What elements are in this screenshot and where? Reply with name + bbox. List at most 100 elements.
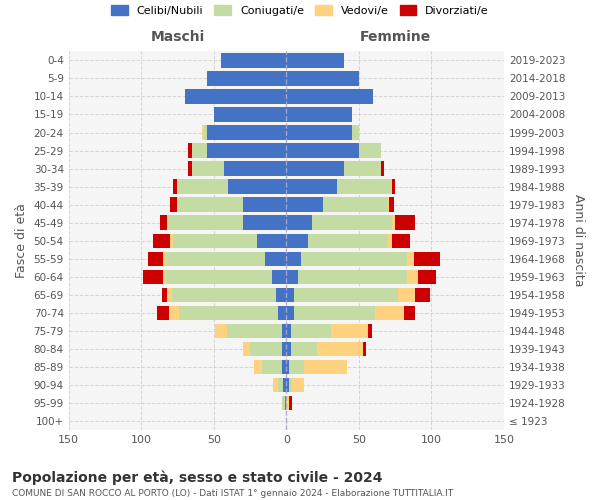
Bar — [161, 288, 167, 302]
Bar — [286, 324, 290, 338]
Bar — [286, 144, 359, 158]
Bar — [160, 216, 167, 230]
Bar — [178, 198, 243, 212]
Bar — [313, 216, 392, 230]
Bar — [414, 252, 440, 266]
Bar — [250, 342, 282, 356]
Bar — [228, 180, 286, 194]
Bar — [202, 126, 203, 140]
Bar — [173, 234, 257, 248]
Bar — [206, 144, 286, 158]
Bar — [167, 216, 243, 230]
Bar — [404, 306, 415, 320]
Bar — [282, 360, 286, 374]
Bar — [286, 270, 298, 284]
Bar — [153, 234, 170, 248]
Bar — [352, 126, 359, 140]
Bar — [157, 306, 169, 320]
Bar — [265, 252, 286, 266]
Bar — [380, 162, 383, 176]
Bar — [388, 234, 392, 248]
Bar — [415, 288, 430, 302]
Bar — [286, 234, 308, 248]
Bar — [286, 252, 301, 266]
Bar — [166, 270, 272, 284]
Text: COMUNE DI SAN ROCCO AL PORTO (LO) - Dati ISTAT 1° gennaio 2024 - Elaborazione TU: COMUNE DI SAN ROCCO AL PORTO (LO) - Dati… — [12, 488, 453, 498]
Bar — [293, 288, 398, 302]
Bar — [221, 53, 286, 68]
Bar — [178, 180, 228, 194]
Bar — [286, 288, 293, 302]
Bar — [169, 306, 179, 320]
Bar — [185, 89, 286, 104]
Bar — [282, 342, 286, 356]
Text: Maschi: Maschi — [151, 30, 205, 44]
Bar — [224, 162, 286, 176]
Bar — [286, 198, 323, 212]
Bar — [148, 252, 163, 266]
Bar — [375, 306, 404, 320]
Bar — [206, 71, 286, 86]
Bar — [286, 71, 359, 86]
Bar — [359, 144, 380, 158]
Bar — [243, 342, 250, 356]
Bar — [388, 198, 389, 212]
Bar — [283, 378, 286, 392]
Bar — [203, 126, 206, 140]
Bar — [188, 162, 192, 176]
Y-axis label: Fasce di età: Fasce di età — [15, 204, 28, 278]
Bar — [395, 216, 415, 230]
Bar — [308, 234, 388, 248]
Bar — [344, 162, 380, 176]
Bar — [286, 342, 290, 356]
Bar — [215, 324, 227, 338]
Bar — [289, 360, 304, 374]
Bar — [163, 252, 166, 266]
Bar — [331, 324, 368, 338]
Bar — [407, 252, 414, 266]
Bar — [166, 252, 265, 266]
Bar — [290, 324, 331, 338]
Bar — [170, 198, 178, 212]
Bar — [214, 108, 286, 122]
Bar — [407, 270, 418, 284]
Bar — [368, 324, 372, 338]
Bar — [298, 270, 407, 284]
Text: Popolazione per età, sesso e stato civile - 2024: Popolazione per età, sesso e stato civil… — [12, 470, 383, 485]
Bar — [286, 306, 293, 320]
Bar — [143, 270, 163, 284]
Bar — [317, 342, 363, 356]
Bar — [323, 198, 388, 212]
Bar — [293, 306, 375, 320]
Bar — [286, 378, 289, 392]
Bar — [301, 252, 407, 266]
Bar — [286, 216, 313, 230]
Bar — [163, 270, 166, 284]
Bar — [188, 144, 192, 158]
Bar — [227, 324, 282, 338]
Bar — [286, 180, 337, 194]
Bar — [286, 53, 344, 68]
Bar — [278, 306, 286, 320]
Bar — [243, 198, 286, 212]
Bar — [206, 126, 286, 140]
Bar — [286, 126, 352, 140]
Bar — [179, 306, 278, 320]
Bar — [392, 216, 395, 230]
Bar — [398, 288, 415, 302]
Bar — [278, 378, 283, 392]
Bar — [389, 198, 394, 212]
Bar — [286, 360, 289, 374]
Bar — [392, 180, 395, 194]
Bar — [192, 162, 224, 176]
Bar — [172, 288, 276, 302]
Text: Femmine: Femmine — [359, 30, 431, 44]
Bar — [192, 144, 206, 158]
Bar — [337, 180, 392, 194]
Bar — [292, 378, 304, 392]
Bar — [262, 360, 282, 374]
Bar — [282, 324, 286, 338]
Bar — [418, 270, 436, 284]
Bar — [243, 216, 286, 230]
Bar — [286, 89, 373, 104]
